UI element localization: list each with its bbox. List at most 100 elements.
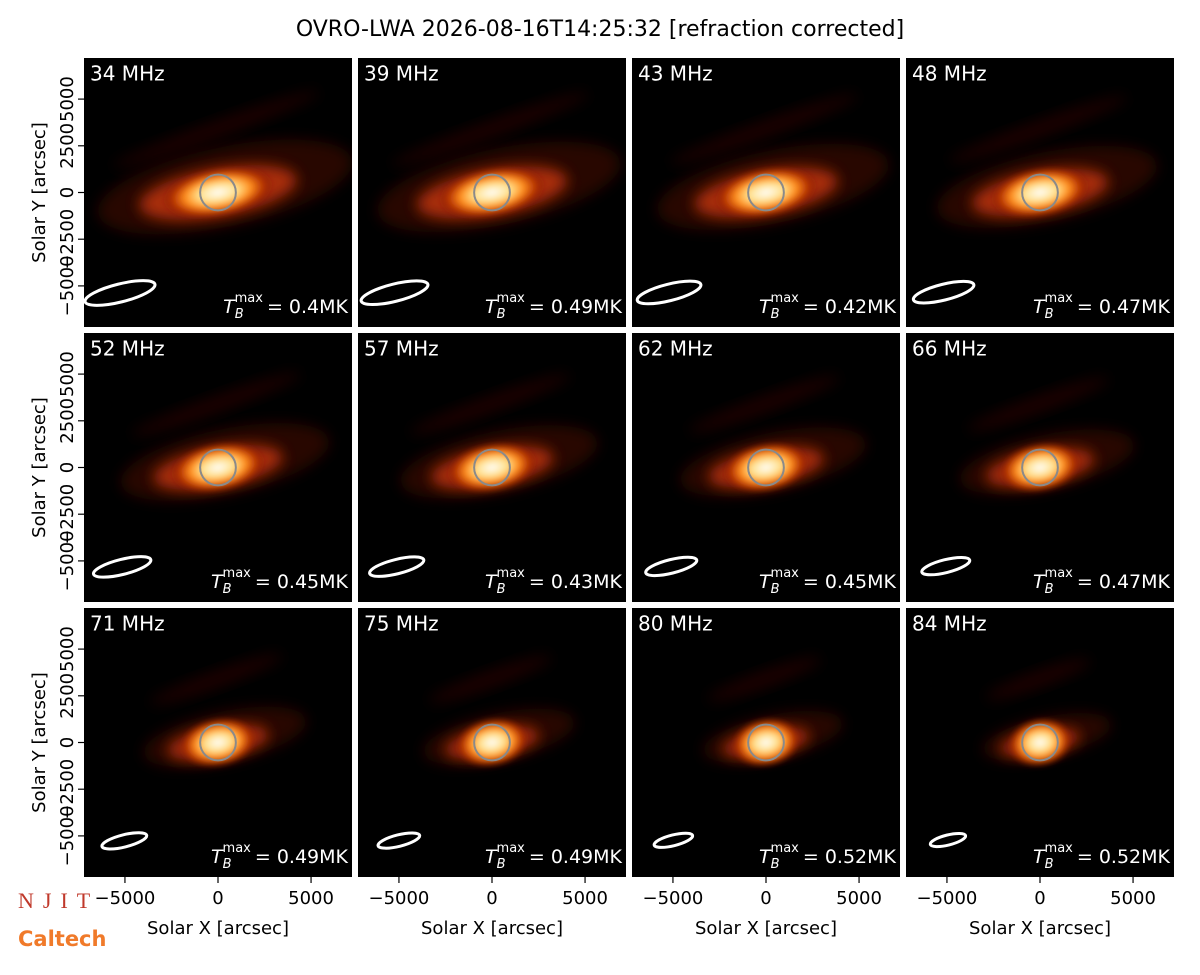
- tmax-value: = 0.45MK: [255, 571, 349, 593]
- tmax-sup: max: [223, 841, 252, 856]
- solar-disk: [473, 173, 511, 212]
- beam: [359, 279, 430, 307]
- x-axis-label: Solar X [arcsec]: [695, 918, 837, 939]
- panel: [84, 58, 352, 327]
- emission-streak: [112, 90, 320, 168]
- emission-streak: [410, 374, 571, 435]
- tmax-sub: B: [771, 857, 780, 872]
- figure-title: OVRO-LWA 2026-08-16T14:25:32 [refraction…: [296, 17, 904, 42]
- panel-title: 43 MHz: [638, 62, 713, 86]
- tmax-sup: max: [1045, 841, 1074, 856]
- solar-disk: [747, 448, 785, 487]
- solar-disk: [199, 173, 237, 212]
- emission-core: [171, 442, 265, 493]
- logo: NJIT: [18, 888, 99, 913]
- tmax-value: = 0.52MK: [803, 846, 897, 868]
- beam: [635, 279, 703, 306]
- panel-title: 48 MHz: [912, 62, 987, 86]
- emission-core: [455, 718, 529, 767]
- tmax-sub: B: [497, 857, 506, 872]
- tmax-sub: B: [1045, 857, 1054, 872]
- emission-streak: [131, 372, 302, 437]
- beam: [911, 279, 976, 305]
- tmax-sup: max: [497, 841, 526, 856]
- panel-title: 66 MHz: [912, 337, 987, 361]
- emission-streak: [150, 654, 283, 705]
- tmax-symbol: T: [211, 571, 224, 593]
- y-tick-label: −2500: [57, 759, 78, 820]
- tmax-symbol: T: [759, 571, 772, 593]
- panel-title: 80 MHz: [638, 612, 713, 636]
- tmax-symbol: T: [485, 296, 498, 318]
- panel: [906, 58, 1174, 327]
- emission-core: [723, 442, 809, 493]
- y-tick-label: 5000: [57, 76, 78, 122]
- beam: [91, 555, 153, 579]
- beam: [368, 555, 426, 578]
- x-axis-label: Solar X [arcsec]: [969, 918, 1111, 939]
- beam: [84, 279, 157, 307]
- emission-streak: [428, 655, 552, 703]
- tmax-symbol: T: [485, 571, 498, 593]
- tmax-symbol: T: [485, 846, 498, 868]
- tmax-value: = 0.43MK: [529, 571, 623, 593]
- y-tick-label: −2500: [57, 209, 78, 270]
- solar-disk: [473, 448, 511, 487]
- x-tick-label: 0: [760, 888, 771, 909]
- x-tick-label: 5000: [836, 888, 882, 909]
- emission-core: [179, 717, 257, 768]
- x-tick-label: 5000: [288, 888, 334, 909]
- panel-title: 52 MHz: [90, 337, 165, 361]
- tmax-symbol: T: [223, 296, 236, 318]
- tmax-sub: B: [771, 307, 780, 322]
- tmax-label: TBmax = 0.52MK: [1033, 841, 1171, 872]
- x-tick-label: 5000: [1110, 888, 1156, 909]
- panel-title: 34 MHz: [90, 62, 165, 86]
- tmax-sup: max: [771, 291, 800, 306]
- tmax-value: = 0.4MK: [267, 296, 349, 318]
- y-axis-label: Solar Y [arcsec]: [29, 672, 50, 813]
- tmax-value: = 0.52MK: [1077, 846, 1171, 868]
- beam: [644, 555, 699, 578]
- tmax-sub: B: [771, 582, 780, 597]
- tmax-value: = 0.49MK: [529, 846, 623, 868]
- tmax-sub: B: [223, 582, 232, 597]
- tmax-label: TBmax = 0.49MK: [485, 841, 623, 872]
- emission-core: [447, 442, 537, 493]
- tmax-sub: B: [497, 307, 506, 322]
- y-tick-label: 0: [57, 187, 78, 198]
- y-tick-label: −2500: [57, 484, 78, 545]
- emission-core: [438, 167, 546, 218]
- tmax-label: TBmax = 0.45MK: [211, 566, 349, 597]
- tmax-value: = 0.49MK: [529, 296, 623, 318]
- emission-core: [731, 718, 801, 767]
- emission-core: [991, 167, 1089, 218]
- y-tick-label: 5000: [57, 351, 78, 397]
- x-tick-label: 0: [1034, 888, 1045, 909]
- panel: [632, 333, 900, 602]
- x-tick-label: 0: [486, 888, 497, 909]
- panel: [84, 333, 352, 602]
- tmax-label: TBmax = 0.49MK: [485, 291, 623, 322]
- tmax-value: = 0.42MK: [803, 296, 897, 318]
- tmax-sub: B: [1045, 307, 1054, 322]
- panel: [358, 333, 626, 602]
- beam: [652, 831, 695, 849]
- panel: [906, 608, 1174, 877]
- tmax-symbol: T: [759, 846, 772, 868]
- x-tick-label: 5000: [562, 888, 608, 909]
- tmax-sub: B: [497, 582, 506, 597]
- x-tick-label: −5000: [916, 888, 977, 909]
- beam: [100, 831, 149, 851]
- y-tick-label: 2500: [57, 123, 78, 169]
- panel-title: 39 MHz: [364, 62, 439, 86]
- solar-disk: [1021, 173, 1059, 212]
- tmax-label: TBmax = 0.4MK: [223, 291, 348, 322]
- tmax-label: TBmax = 0.49MK: [211, 841, 349, 872]
- panel-title: 57 MHz: [364, 337, 439, 361]
- emission-core: [714, 167, 818, 218]
- solar-disk: [1021, 723, 1059, 762]
- panel-title: 75 MHz: [364, 612, 439, 636]
- tmax-sub: B: [223, 857, 232, 872]
